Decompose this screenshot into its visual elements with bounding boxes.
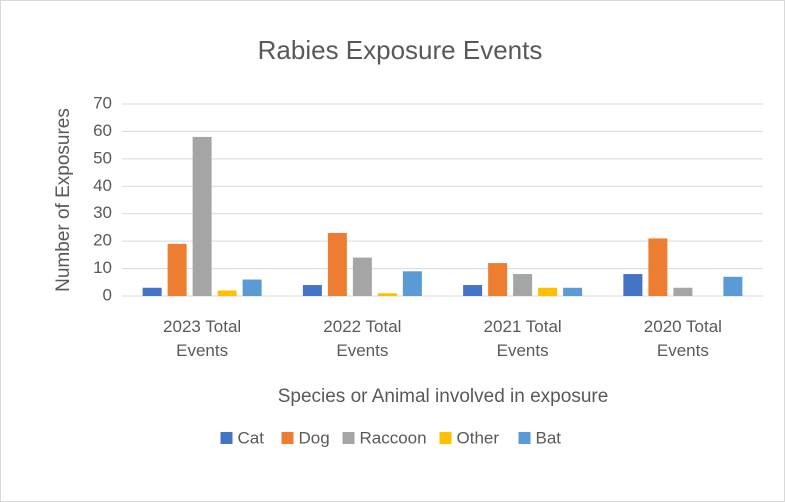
chart-title: Rabies Exposure Events (258, 35, 543, 65)
legend-swatch (281, 432, 294, 444)
y-tick-label: 30 (93, 203, 112, 222)
y-tick-label: 50 (93, 148, 112, 167)
bar (648, 238, 668, 296)
bar (167, 243, 187, 296)
bar (352, 257, 372, 296)
x-tick-label: 2023 Total Events (163, 317, 242, 360)
y-tick-label: 10 (93, 258, 112, 277)
bar (463, 285, 483, 296)
bar (513, 274, 533, 296)
bar (623, 274, 643, 296)
x-tick-label: 2021 Total Events (483, 317, 562, 360)
legend-label: Raccoon (360, 428, 427, 447)
y-tick-label: 20 (93, 231, 112, 250)
bar (217, 290, 237, 296)
bar (327, 232, 347, 296)
bar (563, 287, 583, 296)
bar (302, 285, 322, 296)
bar (488, 263, 508, 296)
bar (673, 287, 693, 296)
x-axis-title: Species or Animal involved in exposure (278, 386, 609, 407)
bar (538, 287, 558, 296)
bar (723, 276, 743, 296)
legend-swatch (342, 432, 355, 444)
y-tick-label: 60 (93, 121, 112, 140)
bar (192, 136, 212, 296)
legend-label: Cat (238, 428, 265, 447)
y-tick-label: 40 (93, 176, 112, 195)
legend-swatch (439, 432, 452, 444)
bar (142, 287, 162, 296)
x-tick-label: 2020 Total Events (643, 317, 722, 360)
legend-label: Bat (536, 428, 562, 447)
legend-label: Other (457, 428, 500, 447)
y-axis-title: Number of Exposures (53, 108, 74, 292)
bar (402, 271, 422, 296)
x-tick-label: 2022 Total Events (323, 317, 402, 360)
bar (242, 279, 262, 296)
legend-label: Dog (299, 428, 330, 447)
legend-swatch (220, 432, 233, 444)
y-tick-label: 0 (103, 285, 112, 304)
legend-swatch (518, 432, 531, 444)
bar (377, 293, 397, 296)
y-tick-label: 70 (93, 93, 112, 112)
